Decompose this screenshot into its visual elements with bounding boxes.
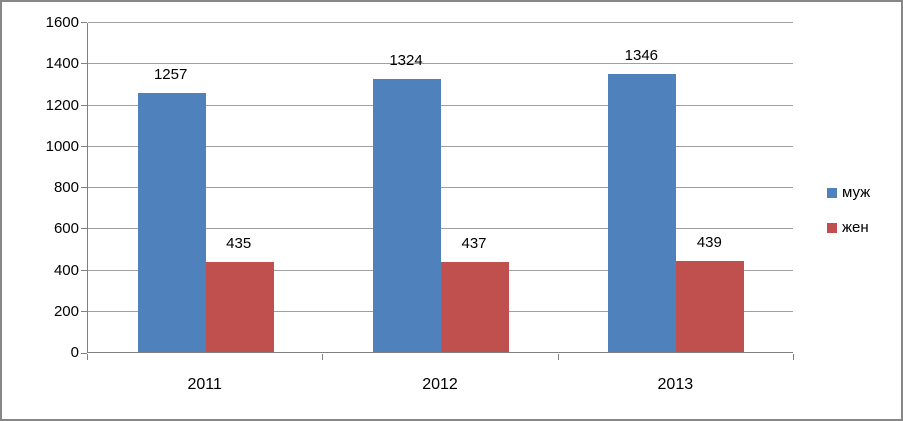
y-axis-tick: [81, 63, 87, 65]
x-axis-tick: [322, 354, 323, 360]
y-axis-tick-label: 0: [70, 344, 79, 361]
data-label-муж-2011: 1257: [153, 65, 188, 83]
y-axis-tick: [81, 145, 87, 147]
x-axis-label-2011: 2011: [187, 376, 222, 393]
y-axis-tick-label: 1200: [45, 96, 79, 114]
x-axis-label-2013: 2013: [657, 376, 694, 393]
y-axis-tick-label: 1400: [45, 55, 79, 73]
gridline-1400: [88, 63, 793, 65]
legend: муж жен: [827, 183, 870, 253]
bar-муж-2013: [608, 74, 677, 352]
data-label-муж-2013: 1346: [624, 47, 659, 65]
data-label-жен-2012: 437: [461, 234, 487, 252]
x-axis-tick: [87, 354, 88, 360]
bar-жен-2011: [205, 262, 274, 352]
y-axis-tick-label: 400: [53, 261, 79, 279]
data-label-муж-2012: 1324: [389, 51, 423, 69]
bar-муж-2012: [373, 78, 441, 352]
plot-area: [87, 22, 793, 353]
legend-item-жен: жен: [827, 218, 870, 238]
y-axis-tick-label: 600: [53, 220, 79, 238]
legend-label: муж: [842, 184, 871, 201]
legend-item-муж: муж: [827, 183, 870, 203]
bar-жен-2013: [676, 261, 745, 352]
y-axis-tick-label: 1000: [45, 137, 79, 155]
y-axis-tick-label: 200: [53, 302, 79, 320]
y-axis-tick: [81, 269, 87, 271]
legend-label: жен: [842, 219, 869, 236]
y-axis-tick-label: 800: [53, 179, 79, 196]
x-axis-tick: [793, 354, 794, 360]
y-axis-tick: [81, 310, 87, 312]
y-axis-tick: [81, 187, 87, 188]
legend-swatch-icon: [827, 188, 837, 198]
y-axis-tick: [81, 104, 87, 106]
bar-муж-2011: [137, 92, 206, 352]
y-axis-tick: [81, 22, 87, 23]
legend-swatch-icon: [827, 223, 837, 233]
data-label-жен-2013: 439: [696, 234, 722, 252]
x-axis-tick: [558, 354, 559, 360]
y-axis-tick-label: 1600: [45, 14, 79, 31]
x-axis-label-2012: 2012: [422, 376, 458, 393]
bar-жен-2012: [441, 261, 509, 352]
gridline-1600: [88, 22, 793, 23]
data-label-жен-2011: 435: [226, 235, 252, 253]
y-axis-tick: [81, 228, 87, 230]
y-axis-tick: [81, 353, 87, 354]
